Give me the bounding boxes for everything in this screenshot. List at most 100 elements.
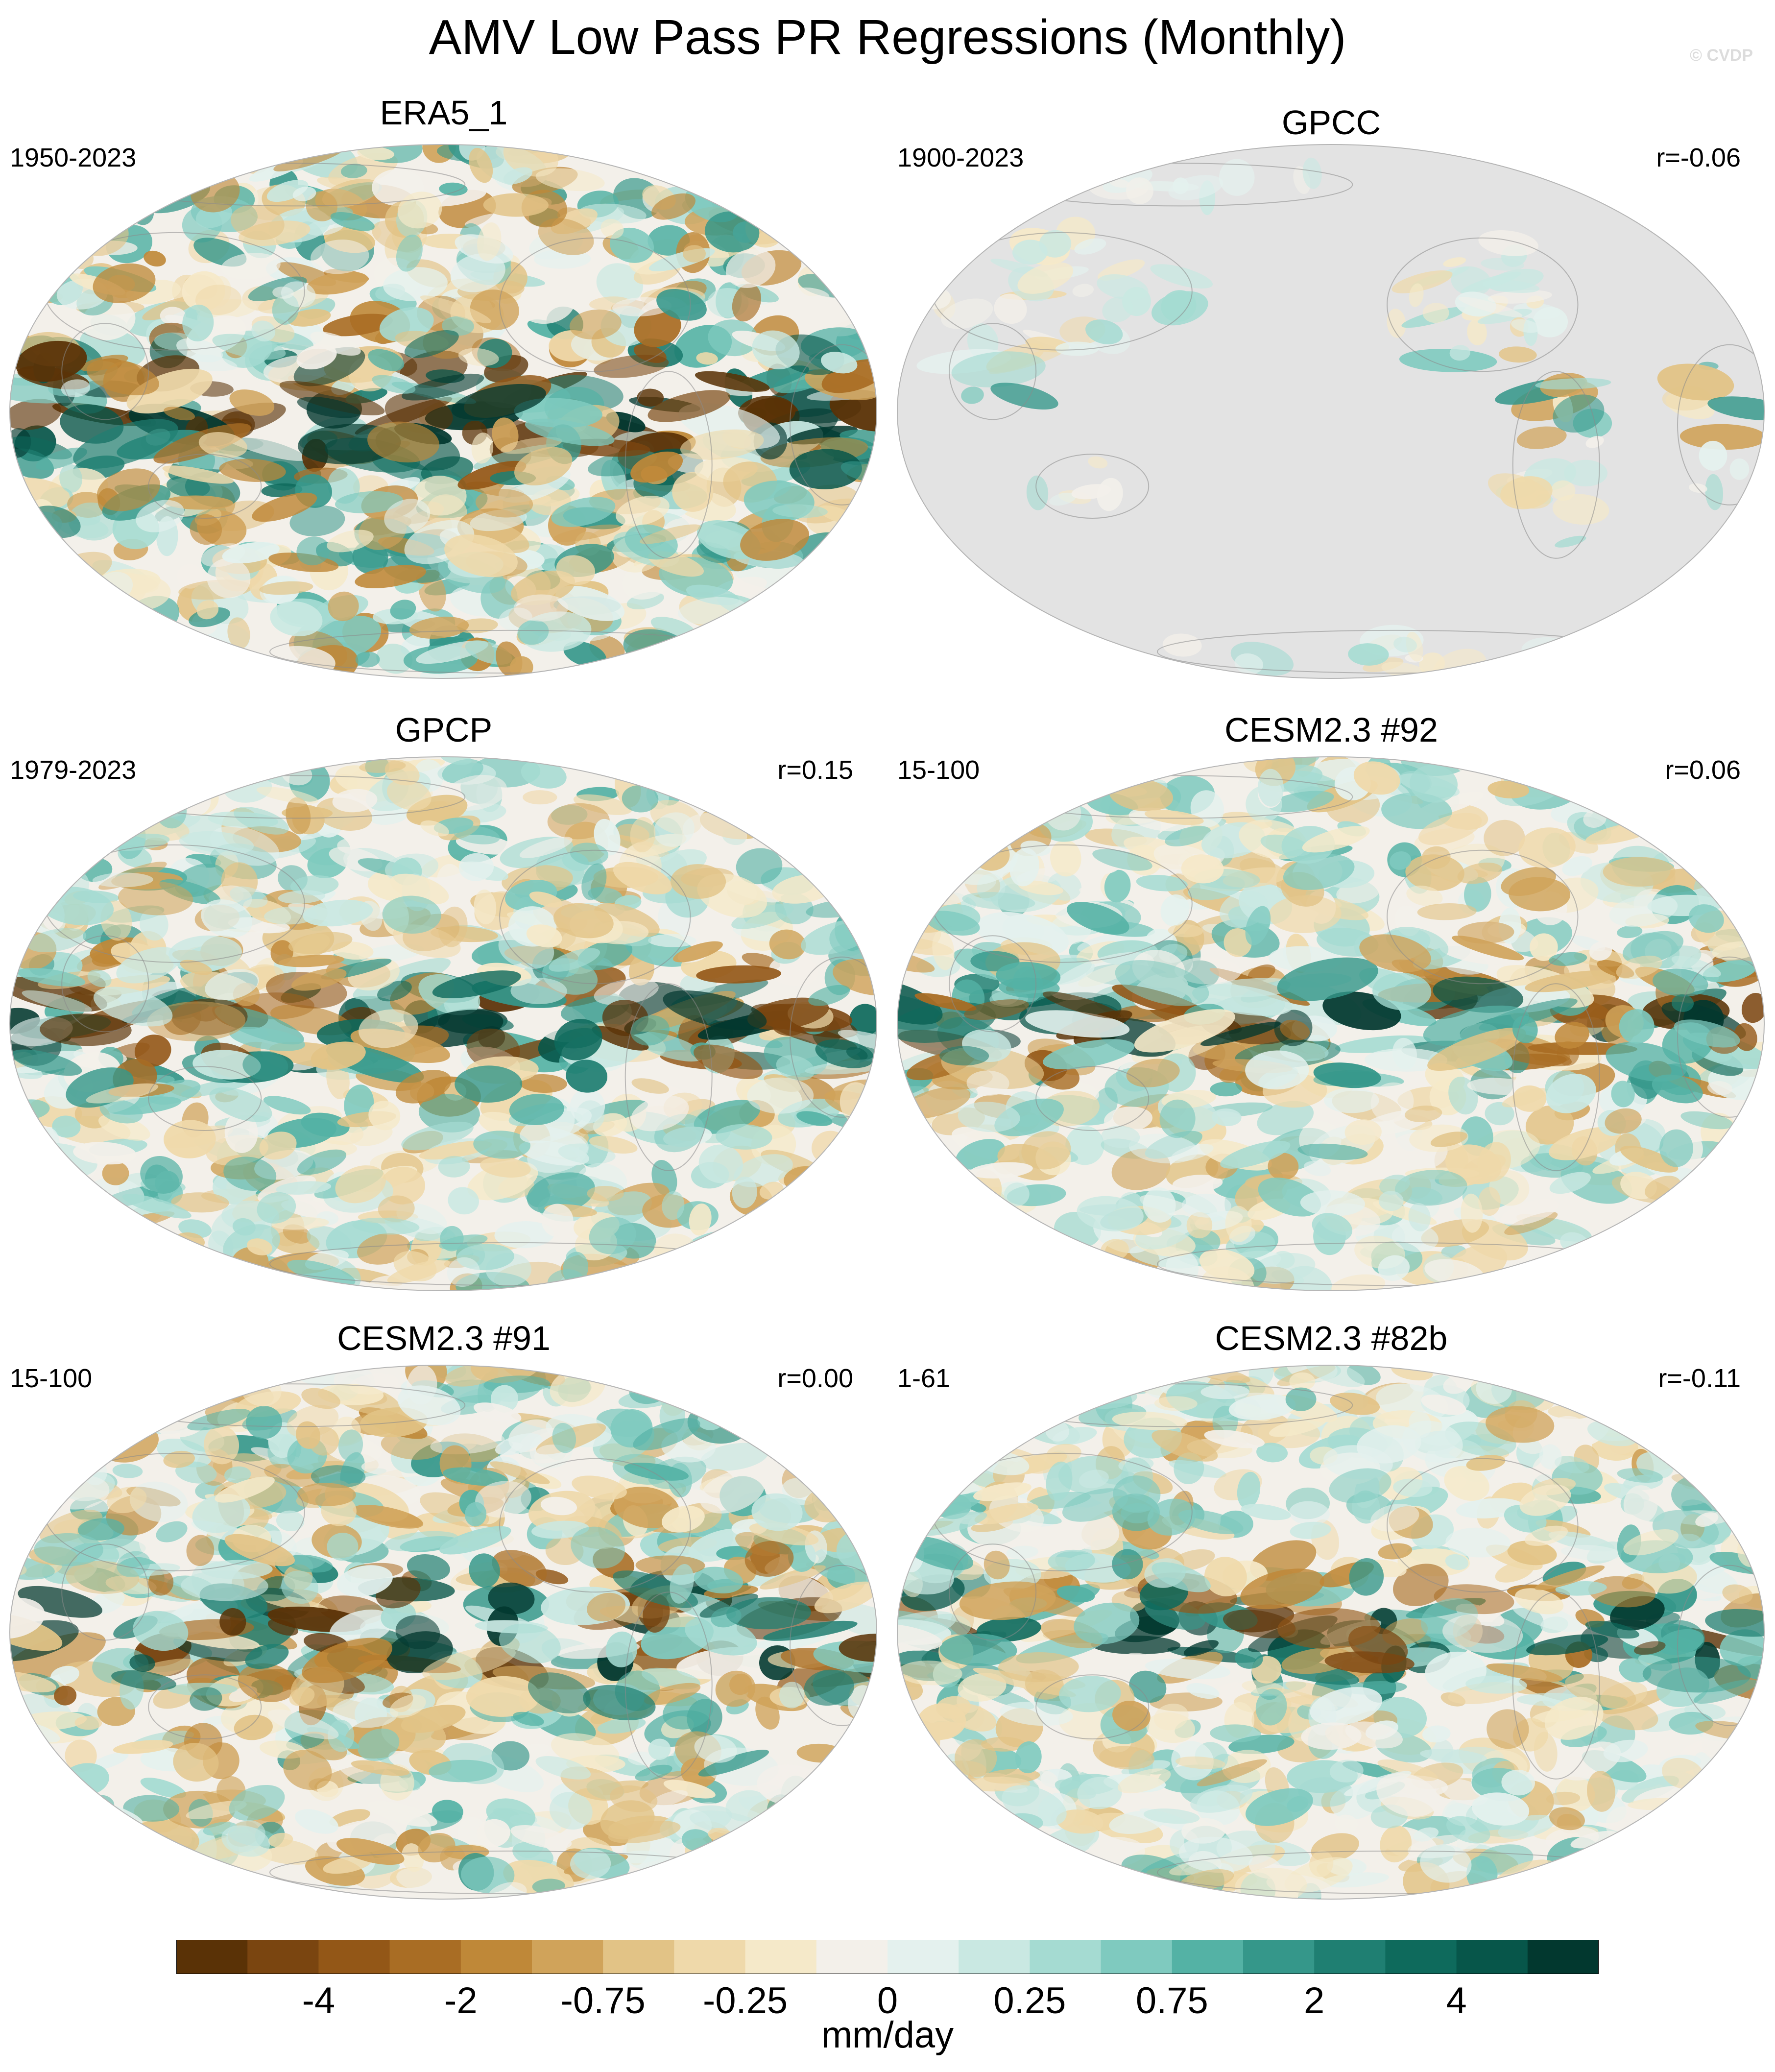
- anomaly-patch: [1245, 1788, 1313, 1826]
- anomaly-patch: [1477, 1142, 1511, 1182]
- anomaly-patch: [1165, 826, 1211, 846]
- anomaly-patch: [1159, 1099, 1196, 1138]
- anomaly-patch: [219, 1608, 246, 1636]
- anomaly-patch: [1679, 424, 1764, 450]
- colorbar-swatch: [532, 1940, 603, 1974]
- anomaly-patch: [144, 250, 166, 267]
- anomaly-patch: [367, 1801, 437, 1827]
- anomaly-patch: [492, 1550, 547, 1587]
- anomaly-patch: [1707, 396, 1764, 421]
- anomaly-patch: [1461, 1193, 1483, 1233]
- anomaly-patch: [323, 1855, 372, 1874]
- anomaly-patch: [994, 293, 1027, 324]
- coastline: [949, 1543, 1037, 1641]
- colorbar-swatch: [1101, 1940, 1173, 1974]
- anomaly-patch: [1380, 1825, 1412, 1863]
- anomaly-patch: [1511, 319, 1540, 333]
- anomaly-patch: [839, 1634, 877, 1662]
- anomaly-patch: [1487, 289, 1553, 304]
- anomaly-patch: [535, 1756, 591, 1780]
- anomaly-patch: [1402, 1421, 1463, 1463]
- anomaly-patch: [925, 911, 980, 936]
- anomaly-patch: [1467, 319, 1487, 346]
- coastline: [61, 323, 149, 420]
- anomaly-patch: [352, 1217, 420, 1235]
- anomaly-patch: [464, 1502, 487, 1527]
- anomaly-patch: [596, 263, 644, 305]
- anomaly-patch: [1445, 1554, 1469, 1570]
- anomaly-patch: [829, 389, 877, 432]
- anomaly-patch: [1549, 1807, 1585, 1831]
- anomaly-patch: [471, 433, 494, 464]
- anomaly-patch: [1444, 1466, 1489, 1501]
- anomaly-patch: [1464, 877, 1491, 912]
- coastline: [790, 344, 877, 506]
- anomaly-patch: [500, 437, 562, 454]
- anomaly-patch: [474, 890, 497, 925]
- coastline: [790, 1565, 877, 1726]
- colorbar-tick-label: -0.75: [560, 1980, 646, 2022]
- anomaly-patch: [422, 1646, 516, 1680]
- anomaly-patch: [769, 929, 806, 960]
- anomaly-patch: [438, 1156, 470, 1178]
- anomaly-patch: [1501, 1199, 1559, 1226]
- anomaly-patch: [1066, 902, 1129, 935]
- anomaly-patch: [1399, 349, 1497, 372]
- anomaly-patch: [198, 432, 248, 458]
- panel-title: CESM2.3 #91: [337, 1319, 551, 1357]
- anomaly-patch: [1046, 1461, 1073, 1501]
- anomaly-patch: [849, 1004, 877, 1036]
- anomaly-patch: [73, 1142, 137, 1165]
- anomaly-patch: [1609, 894, 1678, 927]
- anomaly-patch: [162, 465, 234, 484]
- anomaly-patch: [264, 906, 318, 925]
- anomaly-patch: [1439, 943, 1513, 965]
- anomaly-patch: [10, 1632, 106, 1681]
- anomaly-patch: [122, 1194, 192, 1219]
- anomaly-patch: [407, 1554, 450, 1581]
- anomaly-patch: [1408, 1203, 1431, 1231]
- colorbar-swatch: [1314, 1940, 1386, 1974]
- coastline: [499, 237, 691, 372]
- anomaly-patch: [215, 1476, 275, 1503]
- anomaly-patch: [117, 1551, 150, 1577]
- anomaly-patch: [1237, 1471, 1261, 1509]
- anomaly-patch: [833, 959, 877, 996]
- anomaly-patch: [1241, 1504, 1291, 1520]
- anomaly-patch: [1150, 264, 1213, 289]
- anomaly-patch: [1379, 1175, 1410, 1195]
- anomaly-patch: [1422, 303, 1449, 323]
- anomaly-patch: [78, 1518, 124, 1541]
- map-globe: [897, 756, 1765, 1291]
- anomaly-patch: [1585, 1620, 1639, 1639]
- anomaly-patch: [1190, 1784, 1253, 1813]
- anomaly-patch: [566, 1060, 608, 1093]
- coastline: [148, 454, 262, 519]
- anomaly-patch: [1389, 851, 1412, 870]
- anomaly-patch: [1223, 1610, 1296, 1638]
- anomaly-patch: [519, 837, 573, 858]
- anomaly-patch: [1417, 903, 1477, 920]
- anomaly-patch: [59, 464, 83, 493]
- anomaly-patch: [1348, 643, 1389, 666]
- anomaly-patch: [245, 1643, 289, 1669]
- anomaly-patch: [473, 1402, 522, 1423]
- anomaly-patch: [1524, 1525, 1568, 1546]
- anomaly-patch: [1301, 1722, 1362, 1750]
- anomaly-patch: [676, 1646, 779, 1680]
- anomaly-patch: [327, 1533, 359, 1561]
- anomaly-patch: [1478, 230, 1538, 256]
- anomaly-patch: [1443, 1375, 1469, 1394]
- anomaly-patch: [689, 1204, 712, 1236]
- anomaly-patch: [1562, 856, 1592, 876]
- anomaly-patch: [527, 1132, 589, 1173]
- anomaly-patch: [1331, 1520, 1364, 1545]
- colorbar-tick-label: 0.25: [993, 1980, 1066, 2022]
- anomaly-patch: [175, 1461, 217, 1484]
- anomaly-patch: [1147, 1498, 1196, 1536]
- precip-anomaly-field: [897, 757, 1764, 1291]
- anomaly-patch: [1181, 1193, 1231, 1218]
- anomaly-patch: [1393, 636, 1417, 652]
- anomaly-patch: [429, 1759, 497, 1783]
- anomaly-patch: [1478, 1187, 1501, 1216]
